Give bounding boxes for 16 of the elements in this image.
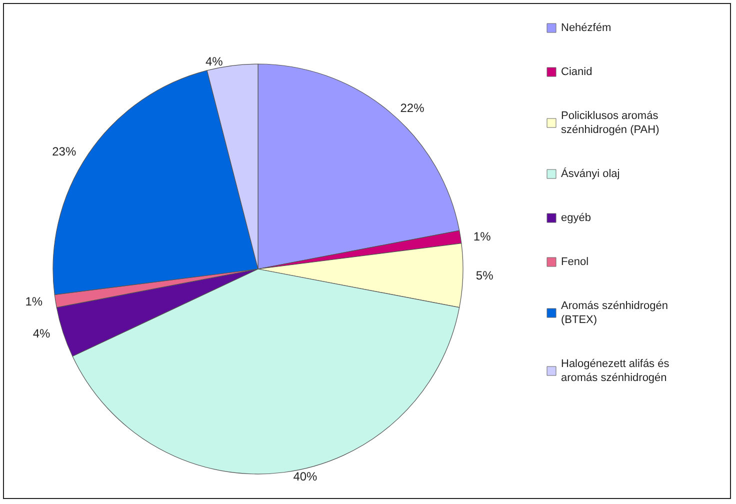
legend-label: Cianid xyxy=(561,66,592,78)
legend-label: Policiklusos aromás szénhidrogén (PAH) xyxy=(561,110,662,136)
data-label: 1% xyxy=(473,229,492,244)
data-label: 5% xyxy=(476,268,494,283)
data-label: 23% xyxy=(52,144,76,159)
data-label: 1% xyxy=(25,294,43,309)
legend-label: Nehézfém xyxy=(561,22,612,34)
data-label: 40% xyxy=(293,469,318,484)
legend-label: Aromás szénhidrogén (BTEX) xyxy=(561,300,672,326)
legend-label: Ásványi olaj xyxy=(561,167,620,180)
data-label: 22% xyxy=(400,100,425,115)
legend-label: Halogénezett alifás és aromás szénhidrogén xyxy=(561,358,672,384)
data-label: 4% xyxy=(32,326,51,341)
legend-label: Fenol xyxy=(561,256,589,268)
legend-label: egyéb xyxy=(561,212,591,224)
data-label: 4% xyxy=(205,54,224,69)
